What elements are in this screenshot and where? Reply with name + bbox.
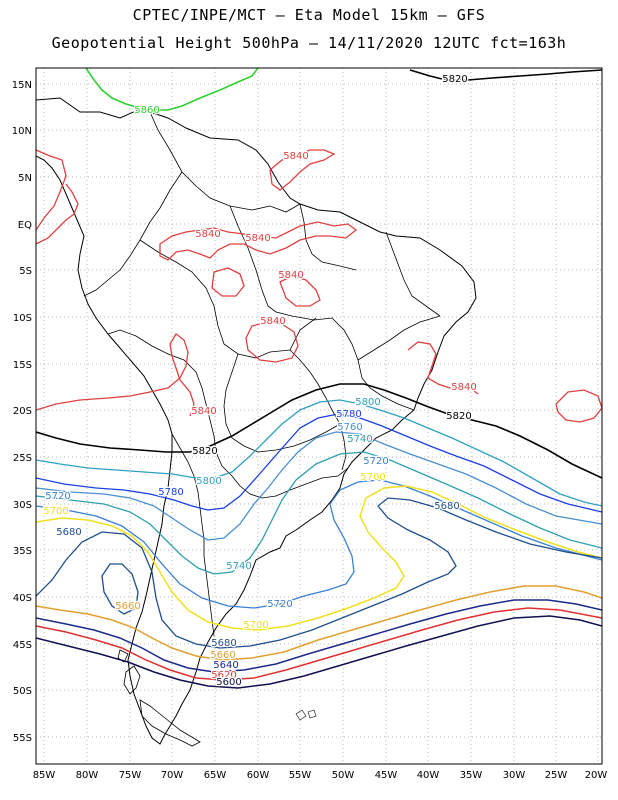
longitude-labels: 85W 80W 75W 70W 65W 60W 55W 50W 45W 40W 35W 30W 25W 2…: [33, 770, 608, 781]
lon-label: 65W: [204, 770, 227, 781]
contour-label-5740: 5740: [347, 434, 372, 445]
contour-5740: [36, 451, 602, 575]
lon-label: 40W: [417, 770, 440, 781]
contour-label-5820: 5820: [446, 411, 471, 422]
contour-5660: [36, 585, 602, 661]
contour-5620: [36, 607, 602, 681]
contour-labels: 5860 5820 5840 5840 5840 5840 5840 5840 5840 5820…: [42, 73, 478, 690]
contour-5680: [36, 497, 602, 649]
lat-label: 15N: [12, 80, 32, 91]
lon-label: 55W: [289, 770, 312, 781]
contour-5840-east: [407, 341, 602, 423]
contour-label-5840: 5840: [278, 270, 303, 281]
latitude-labels: 15N 10N 5N EQ 5S 10S 15S 20S 25S 30S 35S 40S 45S 50S 5…: [12, 80, 32, 744]
contour-5860: [85, 68, 259, 111]
lon-label: 25W: [545, 770, 568, 781]
contour-label-5640: 5640: [213, 660, 238, 671]
contour-5840-north: [36, 149, 79, 245]
contour-label-5600: 5600: [216, 677, 241, 688]
lon-label: 75W: [119, 770, 142, 781]
lat-label: 15S: [13, 360, 32, 371]
contour-label-5680: 5680: [56, 527, 81, 538]
contour-label-5720: 5720: [363, 456, 388, 467]
lon-label: 50W: [332, 770, 355, 781]
lat-label: 35S: [13, 546, 32, 557]
lon-label: 70W: [161, 770, 184, 781]
contour-label-5780: 5780: [158, 487, 183, 498]
contour-label-5660: 5660: [115, 601, 140, 612]
lon-label: 20W: [585, 770, 608, 781]
lat-label: 25S: [13, 453, 32, 464]
title-line-2: Geopotential Height 500hPa – 14/11/2020 …: [51, 34, 567, 52]
contour-5640: [36, 599, 602, 673]
contour-5760: [36, 431, 602, 541]
contour-5700: [36, 485, 602, 631]
falkland-islands: [295, 709, 317, 721]
contour-label-5680: 5680: [211, 638, 236, 649]
title-line-1: CPTEC/INPE/MCT – Eta Model 15km – GFS: [132, 6, 486, 24]
lat-label: 10S: [13, 313, 32, 324]
contour-5840-central: [211, 267, 321, 307]
lon-label: 85W: [33, 770, 56, 781]
contour-label-5700: 5700: [360, 472, 385, 483]
map-frame: [35, 67, 603, 765]
contour-5840-amazon: [159, 221, 358, 261]
contour-label-5820: 5820: [442, 74, 467, 85]
contour-label-5800: 5800: [355, 397, 380, 408]
contour-label-5840: 5840: [260, 316, 285, 327]
lat-label: 55S: [13, 733, 32, 744]
tierra-del-fuego: [117, 649, 201, 747]
lat-label: 20S: [13, 406, 32, 417]
contour-label-5720: 5720: [267, 599, 292, 610]
contour-label-5760: 5760: [337, 422, 362, 433]
contour-5600: [36, 615, 602, 689]
lon-label: 35W: [460, 770, 483, 781]
contour-5840-west: [36, 333, 195, 417]
lat-label: 5N: [18, 173, 32, 184]
lat-label: 30S: [13, 500, 32, 511]
contour-label-5720: 5720: [45, 491, 70, 502]
contour-5720: [36, 479, 602, 609]
contour-label-5800: 5800: [196, 476, 221, 487]
lat-label: 45S: [13, 640, 32, 651]
lon-label: 45W: [375, 770, 398, 781]
contour-label-5860: 5860: [134, 105, 159, 116]
contour-label-5840: 5840: [451, 382, 476, 393]
contour-label-5840: 5840: [283, 151, 308, 162]
contour-label-5620: 5620: [211, 670, 236, 681]
contour-label-5840: 5840: [245, 233, 270, 244]
lat-label: 5S: [19, 266, 32, 277]
contour-label-5780: 5780: [336, 409, 361, 420]
contour-label-5820: 5820: [192, 446, 217, 457]
contour-5840-bolivia: [245, 321, 299, 363]
country-borders: [83, 111, 441, 637]
lat-label: EQ: [18, 220, 32, 231]
lat-label: 50S: [13, 686, 32, 697]
contour-label-5740: 5740: [226, 561, 251, 572]
contour-5820-main: [36, 383, 602, 479]
south-america-coastline: [36, 97, 477, 745]
contour-label-5680: 5680: [434, 501, 459, 512]
contour-5800: [36, 399, 602, 507]
lon-label: 30W: [503, 770, 526, 781]
contour-5840-guiana: [269, 149, 336, 191]
contour-label-5660: 5660: [210, 650, 235, 661]
contour-5780: [36, 413, 602, 513]
contour-label-5700: 5700: [243, 620, 268, 631]
contour-5820-north: [409, 69, 602, 81]
lat-label: 10N: [12, 126, 32, 137]
lon-label: 60W: [247, 770, 270, 781]
lat-label: 40S: [13, 593, 32, 604]
lon-label: 80W: [76, 770, 99, 781]
contour-label-5700: 5700: [43, 506, 68, 517]
contour-label-5840: 5840: [191, 406, 216, 417]
contour-label-5840: 5840: [195, 229, 220, 240]
